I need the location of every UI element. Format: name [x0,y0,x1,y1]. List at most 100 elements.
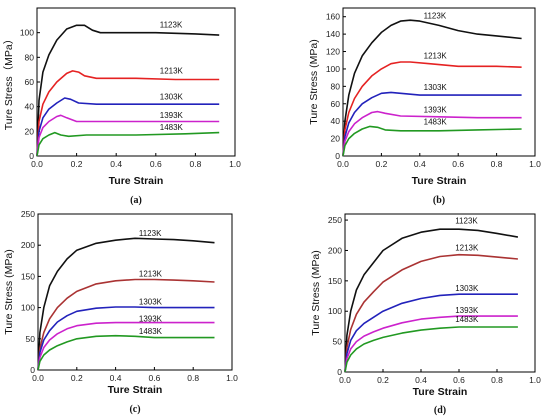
series-label: 1213K [160,66,184,75]
series-line-1393K [37,321,215,371]
series-label: 1393K [139,314,163,323]
series-line-1123K [344,228,519,373]
series-line-1303K [342,91,522,157]
series-line-1303K [36,97,220,157]
series-line-1123K [37,237,215,371]
series-line-1393K [342,110,522,157]
x-tick-label: 1.0 [226,373,238,383]
series-label: 1483K [160,123,184,132]
x-tick-label: 1.0 [529,375,541,385]
panel-label: (c) [129,404,140,415]
series-label: 1483K [455,315,479,324]
plot-frame [37,213,233,371]
y-tick-label: 40 [25,102,35,112]
x-tick-label: 0.2 [375,159,387,169]
series-line-1393K [36,114,220,157]
series-label: 1213K [424,51,448,60]
x-tick-label: 0.8 [491,159,503,169]
x-axis-label: Ture Strain [412,175,467,187]
series-line-1213K [344,253,518,373]
y-tick-label: 100 [20,28,34,38]
x-axis-label: Ture Strain [109,175,164,187]
y-tick-label: 0 [335,151,340,161]
series-label: 1393K [455,306,479,315]
x-tick-label: 1.0 [529,159,541,169]
series-label: 1213K [455,243,479,252]
y-tick-label: 100 [21,303,35,313]
y-axis-label: Ture Stress（MPa） [3,34,15,130]
series-line-1213K [36,70,220,157]
x-tick-label: 0.6 [453,375,465,385]
panel-label: (b) [433,195,445,206]
panel-label: (a) [130,195,142,206]
x-tick-label: 0.0 [31,159,43,169]
x-axis-label: Ture Strain [413,386,468,398]
x-tick-label: 0.4 [110,159,122,169]
series-label: 1303K [160,92,184,101]
series-line-1303K [37,306,215,371]
y-tick-label: 0 [337,367,342,377]
series-line-1483K [344,326,518,373]
panel-label: (d) [434,405,446,416]
y-tick-label: 20 [331,134,341,144]
series-label: 1213K [139,269,163,278]
x-tick-label: 0.6 [150,159,162,169]
series-label: 1123K [424,11,447,20]
y-tick-label: 100 [326,64,340,74]
series-label: 1303K [424,83,448,92]
y-tick-label: 150 [328,276,342,286]
series-label: 1303K [455,284,479,293]
x-tick-label: 0.2 [71,159,83,169]
x-tick-label: 0.6 [452,159,464,169]
y-tick-label: 50 [333,337,343,347]
y-tick-label: 80 [25,52,35,62]
x-tick-label: 0.2 [71,373,83,383]
x-tick-label: 0.8 [189,159,201,169]
series-label: 1483K [139,327,163,336]
y-axis-label: Ture Stress (MPa) [308,39,320,124]
x-tick-label: 0.4 [414,159,426,169]
y-tick-label: 150 [21,271,35,281]
x-tick-label: 0.0 [339,375,351,385]
series-label: 1303K [139,297,163,306]
series-label: 1483K [424,118,448,127]
y-tick-label: 140 [326,29,340,39]
y-tick-label: 200 [328,245,342,255]
y-tick-label: 200 [21,240,35,250]
plot-frame [344,213,536,373]
y-axis-label: Ture Stress (MPa) [3,249,15,334]
series-line-1123K [342,19,522,157]
y-tick-label: 20 [25,126,35,136]
x-tick-label: 0.2 [377,375,389,385]
series-label: 1123K [139,229,162,238]
y-tick-label: 80 [331,81,341,91]
series-line-1213K [37,278,215,371]
y-tick-label: 60 [331,99,341,109]
y-tick-label: 160 [326,12,340,22]
x-tick-label: 1.0 [229,159,241,169]
series-label: 1123K [160,21,183,30]
series-line-1303K [344,293,518,373]
y-tick-label: 40 [331,116,341,126]
series-label: 1393K [160,111,184,120]
chart-panel-1: 0.0 0.2 0.4 0.6 0.8 1.0 0 20 40 60 80 100 1123K 1213K… [3,7,241,206]
plot-frame [342,7,536,157]
y-tick-label: 50 [26,334,36,344]
y-tick-label: 100 [328,306,342,316]
x-axis-label: Ture Strain [108,384,163,396]
y-tick-label: 0 [30,365,35,375]
chart-panel-2: 0.0 0.2 0.4 0.6 0.8 1.0 0 20 40 60 80 100 120 140 160 1… [308,7,541,206]
y-tick-label: 0 [29,151,34,161]
series-line-1483K [342,125,522,157]
series-label: 1393K [424,105,448,114]
x-tick-label: 0.8 [491,375,503,385]
series-line-1213K [342,61,522,157]
series-line-1123K [36,24,220,157]
series-label: 1123K [455,217,478,226]
x-tick-label: 0.4 [415,375,427,385]
y-axis-label: Ture Stress (MPa) [310,250,322,335]
y-tick-label: 250 [328,215,342,225]
series-line-1393K [344,315,518,373]
x-tick-label: 0.0 [32,373,44,383]
